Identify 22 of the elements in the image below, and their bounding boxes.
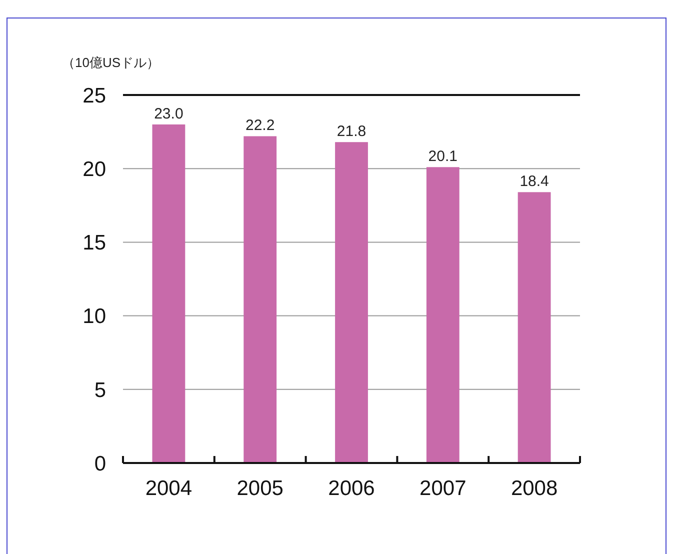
bar [426, 167, 460, 463]
bar [518, 192, 551, 463]
y-tick-label: 5 [94, 378, 106, 402]
x-tick-label: 2007 [420, 477, 466, 500]
x-tick-label: 2004 [145, 477, 192, 500]
data-label: 18.4 [520, 173, 549, 190]
x-tick-label: 2005 [236, 477, 284, 500]
data-label: 20.1 [428, 148, 458, 166]
y-tick-label: 20 [82, 158, 106, 181]
bar [244, 136, 277, 463]
x-tick-label: 2008 [510, 477, 558, 500]
data-label: 21.8 [336, 123, 366, 140]
y-tick-label: 0 [94, 452, 106, 476]
y-tick-label: 15 [82, 232, 106, 255]
data-label: 23.0 [154, 105, 184, 122]
bar [335, 142, 368, 463]
y-tick-label: 10 [82, 305, 106, 328]
y-tick-label: 25 [82, 84, 106, 108]
bar [152, 124, 186, 463]
data-label: 22.2 [246, 117, 275, 134]
x-tick-label: 2006 [328, 477, 375, 500]
y-axis-title: （10億USドル） [62, 55, 160, 70]
